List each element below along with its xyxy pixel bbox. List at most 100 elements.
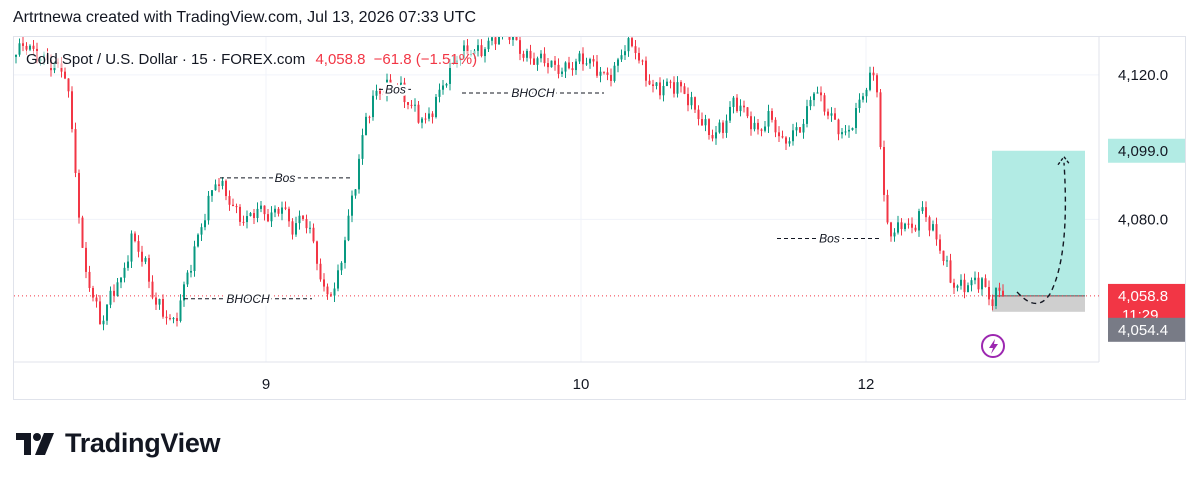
candle — [820, 92, 822, 96]
candle — [480, 45, 483, 57]
structure-label: BHOCH — [226, 292, 270, 306]
candle — [575, 61, 577, 71]
candle — [659, 82, 661, 96]
candle — [963, 279, 966, 293]
candle — [781, 136, 784, 138]
chart-legend: Gold Spot / U.S. Dollar · 15 · FOREX.com… — [26, 51, 478, 68]
legend-symbol: Gold Spot / U.S. Dollar · 15 · FOREX.com — [26, 51, 306, 68]
candle — [862, 96, 864, 100]
candle — [225, 180, 227, 197]
candle — [648, 80, 651, 85]
candle — [704, 119, 707, 126]
candle — [687, 93, 689, 106]
candle — [921, 207, 924, 212]
candle — [95, 297, 98, 302]
candle — [802, 123, 805, 133]
candle — [932, 224, 934, 231]
x-tick-label: 10 — [573, 376, 590, 393]
candle — [792, 130, 794, 142]
candle — [718, 122, 721, 133]
candle — [400, 82, 402, 88]
candle — [1002, 290, 1004, 296]
chart[interactable]: BHOCH Bos Bos BHOCH Bos 9 10 12 4,080.0 4,120.0… — [14, 37, 1185, 399]
candle — [232, 204, 234, 207]
structure-label: Bos — [819, 232, 840, 246]
candle — [750, 116, 752, 130]
candle — [634, 46, 637, 53]
candle — [428, 113, 430, 119]
candle — [823, 95, 826, 112]
candle — [725, 120, 728, 133]
candle — [99, 301, 101, 325]
candle — [844, 131, 847, 133]
candle — [582, 53, 584, 65]
candle — [809, 100, 812, 107]
candle — [267, 214, 269, 222]
candle — [64, 71, 66, 79]
candle — [389, 79, 392, 87]
candle — [281, 207, 283, 214]
candle — [403, 82, 406, 103]
candle — [697, 109, 700, 120]
candle — [116, 282, 119, 296]
candle — [365, 116, 367, 136]
candle — [375, 90, 378, 96]
candle — [204, 220, 206, 228]
candle — [256, 208, 259, 219]
candle — [956, 285, 959, 288]
candle — [988, 286, 990, 300]
candle — [169, 318, 171, 320]
candle — [179, 300, 182, 321]
candle — [326, 286, 329, 295]
chart-frame[interactable]: BHOCH Bos Bos BHOCH Bos 9 10 12 4,080.0 4,120.0… — [13, 36, 1186, 400]
candle — [879, 92, 882, 148]
candle — [330, 294, 332, 296]
candle — [442, 85, 444, 90]
candle — [323, 279, 325, 287]
candle — [351, 195, 353, 216]
candle — [274, 208, 276, 213]
candle — [886, 194, 889, 223]
candle — [771, 110, 773, 120]
candle — [165, 316, 168, 319]
candle — [876, 75, 878, 93]
candle — [78, 172, 80, 218]
candle — [655, 82, 658, 86]
candle — [967, 285, 969, 293]
candle — [851, 128, 854, 130]
candle — [543, 53, 546, 64]
candle — [645, 60, 647, 81]
candle — [512, 37, 514, 40]
candle — [711, 135, 714, 139]
candle — [984, 278, 987, 287]
candle — [393, 86, 395, 88]
candle — [676, 82, 679, 94]
candle — [29, 45, 31, 50]
candle — [729, 106, 731, 121]
candle — [995, 287, 997, 307]
candle — [897, 222, 899, 233]
candle — [610, 74, 612, 81]
tradingview-logo[interactable]: TradingView — [16, 428, 221, 459]
candle — [372, 95, 374, 118]
candle — [144, 258, 147, 262]
candle — [340, 262, 343, 271]
candle — [190, 271, 192, 273]
candle — [263, 205, 266, 215]
candle — [669, 81, 672, 83]
candle — [200, 227, 203, 235]
candle — [368, 116, 371, 118]
candle — [431, 113, 434, 118]
candle — [918, 211, 920, 231]
candle — [778, 132, 780, 137]
candle — [302, 215, 304, 220]
candle — [869, 72, 871, 90]
candle — [827, 111, 829, 116]
candle — [88, 271, 91, 288]
price-label-bg — [1108, 317, 1185, 342]
candle — [344, 240, 346, 263]
candle — [683, 86, 686, 94]
candle — [197, 234, 199, 247]
candle — [526, 50, 528, 58]
y-tick-label: 4,120.0 — [1118, 67, 1168, 84]
